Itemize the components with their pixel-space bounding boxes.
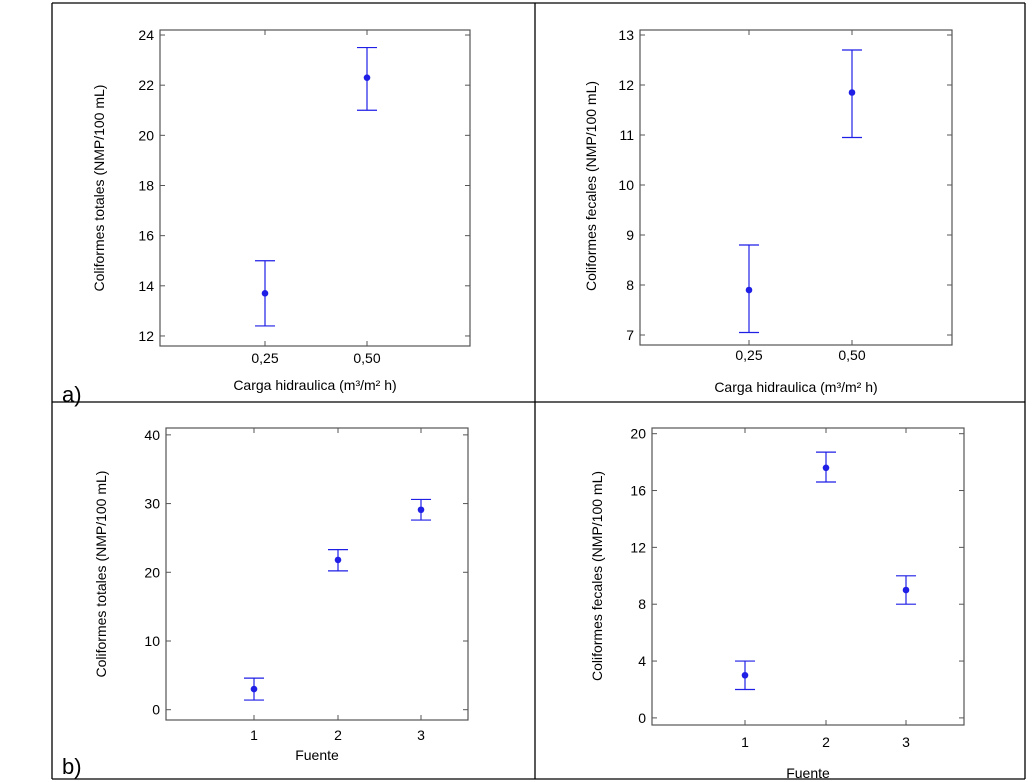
error-bar-2 [816,451,836,483]
error-bar-2 [328,549,348,572]
y-tick-label: 20 [138,127,154,143]
error-bar-1 [735,660,755,691]
y-tick-label: 40 [144,427,160,443]
x-tick-label: 0,50 [838,347,865,363]
y-tick-label: 20 [630,426,646,442]
y-tick-label: 20 [144,564,160,580]
error-bar-0,50 [842,49,862,139]
x-tick-label: 0,25 [735,347,762,363]
y-tick-label: 4 [638,653,646,669]
y-tick-label: 24 [138,27,154,43]
y-axis-label: Coliformes fecales (NMP/100 mL) [589,471,605,681]
x-axis-label: Fuente [786,765,830,781]
panel-label-a: a) [62,382,82,407]
y-tick-label: 22 [138,77,154,93]
y-tick-label: 10 [144,633,160,649]
plot-frame [159,29,471,347]
mean-point [250,685,258,693]
x-tick-label: 2 [822,734,830,750]
x-tick-label: 1 [250,727,258,743]
plot-frame [651,427,965,726]
error-bar-0,50 [357,46,377,111]
y-axis-label: Coliformes totales (NMP/100 mL) [93,471,109,678]
y-tick-label: 18 [138,177,154,193]
x-tick-label: 0,50 [353,350,380,366]
mean-point [261,290,269,297]
mean-point [417,506,425,514]
x-tick-label: 0,25 [251,350,278,366]
x-tick-label: 3 [902,734,910,750]
mean-point [334,556,342,564]
mean-point [741,671,749,679]
y-tick-label: 30 [144,496,160,512]
x-tick-label: 2 [334,727,342,743]
mean-point [902,586,910,594]
error-bar-3 [411,498,431,521]
mean-point [848,89,856,96]
y-tick-label: 12 [630,539,646,555]
y-tick-label: 12 [618,77,634,93]
mean-point [822,464,830,472]
x-tick-label: 1 [741,734,749,750]
chart-a-right: 7 8 9 10 11 12 13 0,25 0,50 Carga hidraulica (m³/… [583,27,953,395]
y-tick-label: 8 [638,596,646,612]
y-tick-label: 14 [138,278,154,294]
chart-b-left: 0 10 20 30 40 1 2 3 Fuente Coliformes totales (NM… [93,427,469,763]
mean-point [745,286,753,294]
y-tick-label: 16 [138,228,154,244]
y-tick-label: 16 [630,483,646,499]
y-tick-label: 8 [626,277,634,293]
error-bar-1 [244,677,264,701]
panel-label-b: b) [62,754,82,779]
y-tick-label: 12 [138,328,154,344]
y-tick-label: 7 [626,327,634,343]
x-axis-label: Fuente [295,747,339,763]
x-axis-label: Carga hidraulica (m³/m² h) [233,377,396,393]
y-tick-label: 13 [618,27,634,43]
mean-point [363,74,371,81]
y-axis-label: Coliformes fecales (NMP/100 mL) [583,81,599,291]
error-bar-3 [896,575,916,605]
x-axis-label: Carga hidraulica (m³/m² h) [714,379,877,395]
chart-a-left: 12 14 16 18 20 22 24 0,25 0,50 Carga hidraulica (… [91,27,471,393]
y-tick-label: 0 [638,710,646,726]
error-bar-0,25 [255,260,275,327]
x-tick-label: 3 [417,727,425,743]
y-axis-label: Coliformes totales (NMP/100 mL) [91,85,107,292]
plot-frame [165,427,469,721]
plot-frame [639,29,953,346]
y-tick-label: 0 [152,702,160,718]
y-tick-label: 11 [619,127,634,143]
y-tick-label: 10 [618,177,634,193]
y-tick-label: 9 [626,227,634,243]
error-bar-0,25 [739,244,759,334]
table-borders [51,2,1026,780]
